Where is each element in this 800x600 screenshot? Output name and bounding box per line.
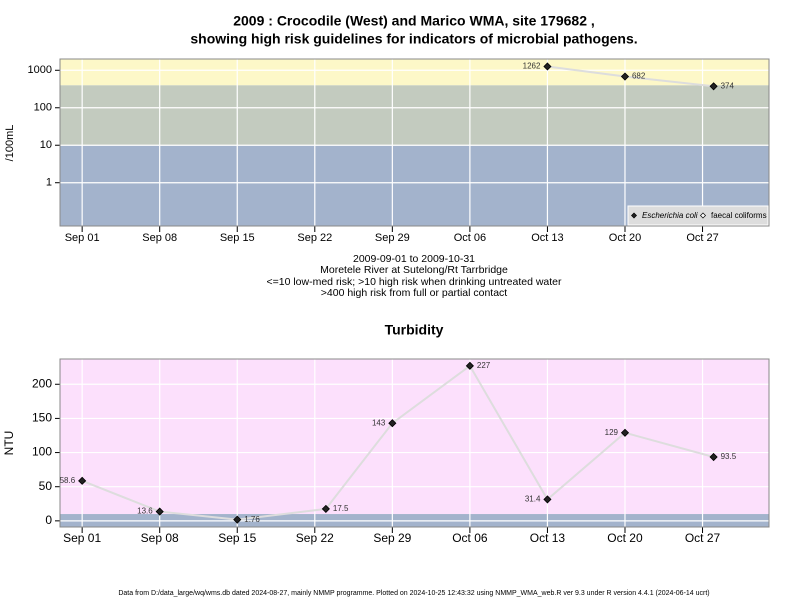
y-tick-label: 50: [39, 479, 53, 493]
data-point: [78, 476, 87, 485]
x-tick-label: Oct 13: [530, 531, 566, 545]
risk-band: [60, 85, 769, 146]
data-point: [709, 82, 718, 91]
plot-frame: [59, 58, 770, 227]
footnote: Data from D:/data_large/wq/wms.db dated …: [118, 590, 709, 597]
title-line: showing high risk guidelines for indicat…: [190, 31, 637, 47]
legend-label: Escherichia coli: [642, 211, 698, 220]
x-tick-label: Oct 13: [531, 232, 563, 244]
data-label: 129: [605, 428, 619, 437]
plot-frame: [59, 358, 770, 528]
caption: 2009-09-01 to 2009-10-31: [353, 253, 475, 265]
data-label: 13.6: [137, 507, 153, 516]
data-label: 58.6: [60, 476, 76, 485]
x-tick-label: Sep 01: [65, 232, 100, 244]
data-label: 17.5: [333, 504, 349, 513]
y-tick-label: 100: [34, 102, 52, 114]
x-tick-label: Oct 27: [686, 232, 718, 244]
data-point: [620, 72, 630, 81]
data-label: 374: [721, 81, 735, 90]
data-point: [620, 428, 630, 437]
chart-title: Turbidity: [385, 322, 444, 338]
y-axis-label: NTU: [2, 431, 16, 456]
x-tick-label: Sep 08: [141, 531, 179, 545]
legend-label: faecal coliforms: [711, 211, 767, 220]
x-tick-label: Oct 27: [685, 531, 721, 545]
x-tick-label: Sep 22: [297, 232, 332, 244]
x-tick-label: Sep 29: [375, 232, 410, 244]
y-tick-label: 1000: [28, 64, 52, 76]
y-tick-label: 1: [46, 177, 52, 189]
x-tick-label: Sep 08: [142, 232, 177, 244]
x-tick-label: Sep 29: [373, 531, 411, 545]
y-tick-label: 200: [32, 376, 52, 390]
y-tick-label: 150: [32, 411, 52, 425]
caption: Moretele River at Sutelong/Rt Tarrbridge: [320, 264, 508, 276]
data-label: 227: [477, 361, 491, 370]
caption: <=10 low-med risk; >10 high risk when dr…: [266, 276, 562, 288]
data-point: [233, 515, 242, 524]
data-point: [709, 452, 718, 462]
y-tick-label: 100: [32, 445, 52, 459]
caption: >400 high risk from full or partial cont…: [321, 287, 508, 299]
x-tick-label: Sep 01: [63, 531, 101, 545]
x-tick-label: Oct 20: [607, 531, 643, 545]
risk-band: [60, 59, 769, 86]
data-point: [543, 62, 552, 71]
data-point: [388, 419, 397, 428]
x-tick-label: Oct 06: [454, 232, 486, 244]
data-label: 31.4: [525, 495, 541, 504]
data-point: [465, 361, 474, 370]
legend-symbol: [700, 212, 706, 219]
data-label: 1262: [523, 62, 541, 71]
x-tick-label: Sep 22: [296, 531, 334, 545]
title-line: 2009 : Crocodile (West) and Marico WMA, …: [233, 13, 595, 29]
y-tick-label: 10: [40, 139, 52, 151]
legend-symbol: [631, 212, 637, 219]
x-tick-label: Oct 06: [452, 531, 488, 545]
y-tick-label: 0: [45, 513, 52, 527]
x-tick-label: Sep 15: [218, 531, 256, 545]
x-tick-label: Sep 15: [220, 232, 255, 244]
risk-band: [60, 359, 769, 515]
data-label: 143: [372, 418, 386, 427]
data-label: 93.5: [721, 452, 737, 461]
data-label: 1.76: [244, 515, 260, 524]
data-point: [155, 507, 164, 516]
legend-box: [627, 205, 769, 226]
data-point: [321, 504, 330, 513]
y-axis-label: /100mL: [4, 125, 16, 162]
data-point: [543, 495, 552, 504]
data-label: 682: [632, 72, 646, 81]
x-tick-label: Oct 20: [609, 232, 641, 244]
